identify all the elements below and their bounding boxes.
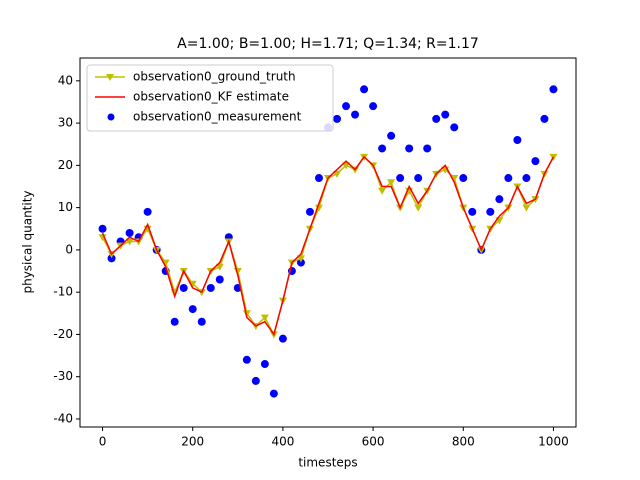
scatter-point: [251, 376, 260, 385]
scatter-point: [369, 102, 378, 111]
scatter-point: [360, 85, 369, 94]
scatter-point: [531, 157, 540, 166]
scatter-point: [269, 389, 278, 398]
scatter-point: [242, 355, 251, 364]
scatter-point: [513, 136, 522, 144]
y-tick-label: -30: [53, 369, 73, 383]
scatter-point: [179, 283, 188, 292]
y-tick-label: -20: [53, 327, 73, 341]
scatter-point: [378, 144, 387, 153]
marker: [314, 204, 323, 212]
y-tick-label: -40: [53, 411, 73, 425]
x-tick-label: 0: [99, 435, 107, 449]
scatter-point: [423, 144, 432, 153]
y-tick-label: -10: [53, 285, 73, 299]
scatter-point: [486, 207, 495, 216]
marker: [333, 170, 342, 178]
marker: [450, 175, 459, 183]
legend-symbol: [107, 113, 115, 121]
scatter-point: [107, 254, 116, 263]
scatter-point: [197, 317, 206, 326]
marker: [215, 263, 224, 271]
scatter-point: [305, 207, 314, 216]
scatter-point: [278, 334, 287, 343]
scatter-point: [450, 123, 459, 132]
scatter-point: [522, 174, 531, 183]
x-tick-label: 400: [271, 435, 294, 449]
marker: [387, 179, 396, 187]
legend-label: observation0_measurement: [133, 110, 302, 124]
marker: [242, 310, 251, 318]
scatter-point: [314, 174, 323, 183]
legend-box: [86, 64, 334, 132]
y-tick-label: 0: [65, 242, 73, 256]
scatter-point: [98, 224, 107, 233]
y-tick-label: 30: [58, 116, 73, 130]
plot-frame: [79, 57, 577, 428]
scatter-point: [504, 174, 513, 183]
marker: [414, 204, 423, 212]
marker: [260, 314, 269, 322]
x-tick-label: 800: [452, 435, 475, 449]
chart-title: A=1.00; B=1.00; H=1.71; Q=1.34; R=1.17: [177, 36, 479, 52]
scatter-point: [540, 114, 549, 123]
scatter-point: [468, 207, 477, 216]
x-tick-label: 200: [181, 435, 204, 449]
scatter-point: [296, 258, 305, 267]
scatter-point: [459, 174, 468, 183]
marker: [522, 204, 531, 212]
scatter-point: [414, 174, 423, 183]
y-axis-label: physical quantity: [21, 190, 35, 293]
scatter-point: [405, 144, 414, 153]
scatter-point: [549, 85, 558, 94]
y-tick-label: 20: [58, 158, 73, 172]
marker: [161, 259, 170, 267]
legend-label: observation0_ground_truth: [133, 70, 296, 84]
scatter-point: [206, 283, 215, 292]
scatter-point: [143, 207, 152, 216]
marker: [378, 187, 387, 195]
scatter-point: [432, 114, 441, 123]
scatter-point: [351, 110, 360, 119]
marker: [188, 280, 197, 288]
marker: [296, 255, 305, 263]
scatter-point: [495, 195, 504, 204]
legend-label: observation0_KF estimate: [133, 90, 289, 104]
scatter-point: [260, 360, 269, 369]
scatter-point: [441, 110, 450, 119]
scatter-point: [170, 317, 179, 326]
x-tick-label: 600: [362, 435, 385, 449]
scatter-point: [396, 174, 405, 183]
x-tick-label: 1000: [538, 435, 569, 449]
y-tick-label: 40: [58, 73, 73, 87]
scatter-point: [125, 228, 134, 237]
y-tick-label: 10: [58, 200, 73, 214]
marker: [342, 162, 351, 170]
scatter-point: [387, 131, 396, 140]
scatter-point: [215, 275, 224, 284]
scatter-point: [333, 114, 342, 123]
legend-symbol: [106, 74, 114, 81]
scatter-point: [342, 102, 351, 111]
line: [101, 155, 555, 337]
scatter-point: [188, 305, 197, 314]
marker: [125, 238, 134, 246]
x-axis-label: timesteps: [298, 456, 357, 470]
